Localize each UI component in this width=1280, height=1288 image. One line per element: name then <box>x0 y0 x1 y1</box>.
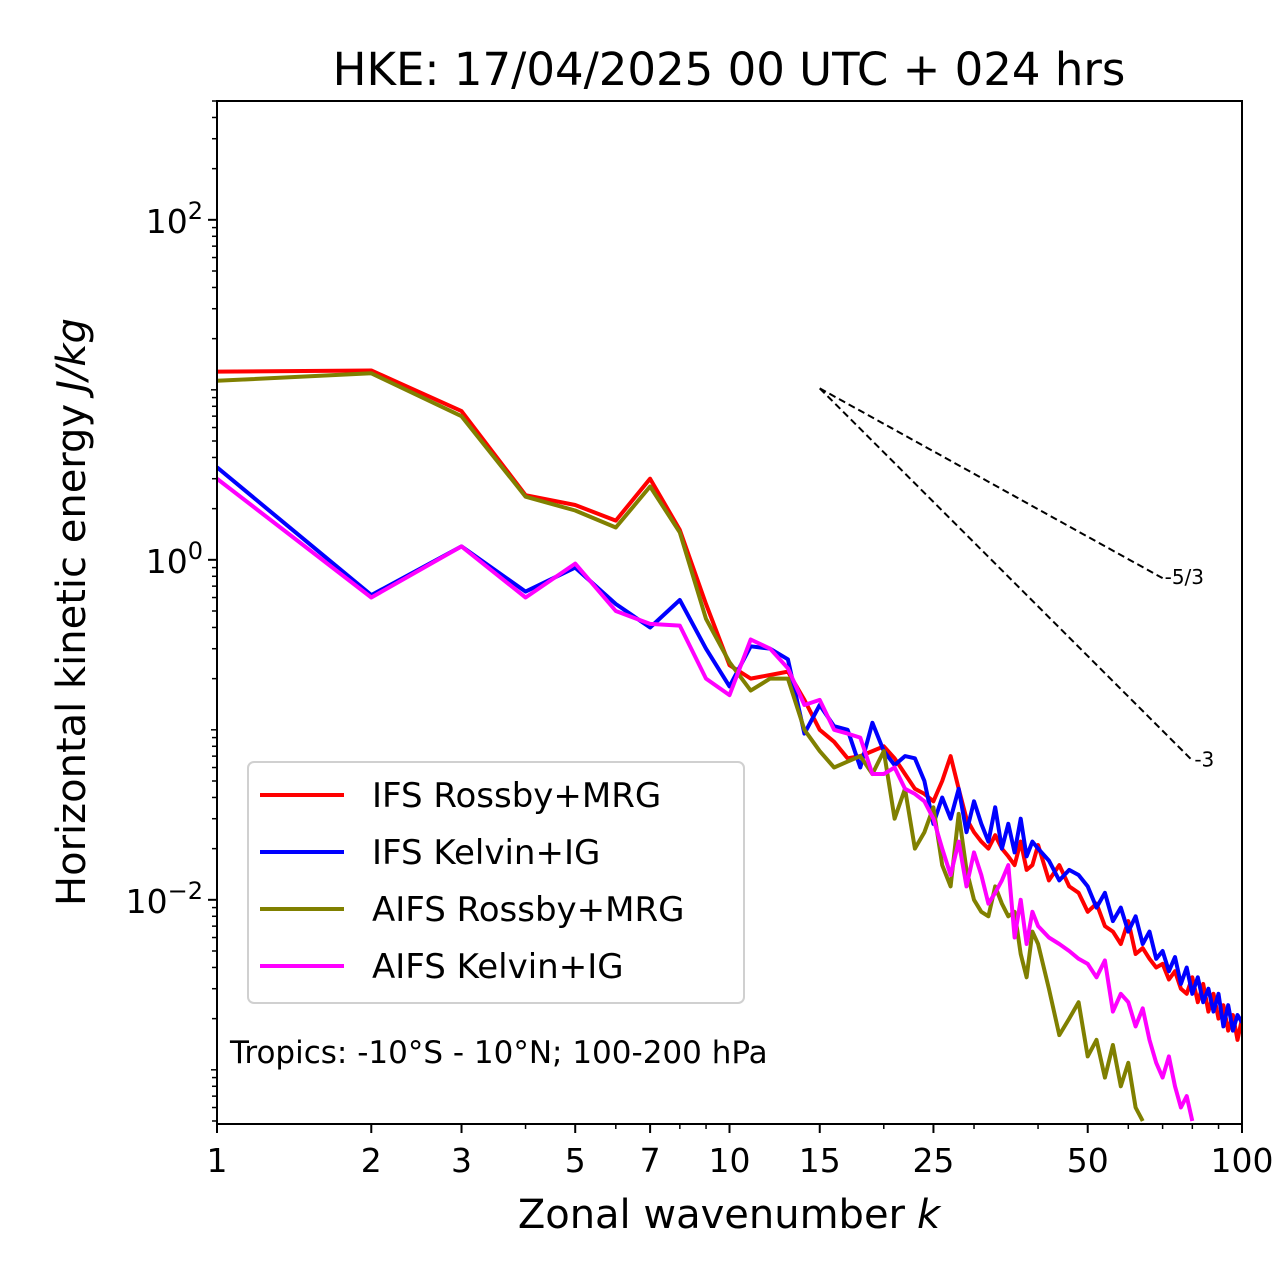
slope-label-0: -5/3 <box>1165 565 1204 589</box>
series-line-1 <box>217 465 1242 1033</box>
x-axis-label-text: Zonal wavenumber <box>518 1192 906 1238</box>
slope-line-1 <box>819 387 1194 762</box>
reference-slopes <box>819 387 1194 762</box>
x-tick-label: 10 <box>709 1141 751 1180</box>
x-tick-label: 7 <box>640 1141 661 1180</box>
y-axis-label-units: J/kg <box>49 318 95 399</box>
y-axis-label: Horizontal kinetic energy J/kg <box>49 318 95 906</box>
x-tick-label: 1 <box>207 1141 228 1180</box>
x-axis-ticks: 1 2 3 5 7 10 15 25 50 100 <box>207 1124 1274 1180</box>
region-annotation: Tropics: -10°S - 10°N; 100-200 hPa <box>229 1035 768 1071</box>
x-tick-label: 5 <box>565 1141 586 1180</box>
legend: IFS Rossby+MRG IFS Kelvin+IG AIFS Rossby+M… <box>247 761 745 1004</box>
y-tick-label: 102 <box>146 197 203 241</box>
slope-line-0 <box>819 387 1164 580</box>
slope-label-1: -3 <box>1194 747 1214 771</box>
y-tick-label: 10−2 <box>126 877 203 921</box>
y-axis-ticks: 10−2 100 102 <box>126 100 217 1122</box>
legend-label-2: AIFS Rossby+MRG <box>372 890 684 930</box>
series-line-2 <box>217 371 1145 1122</box>
chart-title: HKE: 17/04/2025 00 UTC + 024 hrs <box>333 43 1126 96</box>
legend-label-3: AIFS Kelvin+IG <box>372 947 624 987</box>
legend-box <box>247 761 745 1004</box>
series-line-3 <box>217 477 1195 1122</box>
x-tick-label: 100 <box>1211 1141 1274 1180</box>
legend-label-1: IFS Kelvin+IG <box>372 833 600 873</box>
x-tick-label: 25 <box>912 1141 954 1180</box>
x-tick-label: 2 <box>361 1141 382 1180</box>
y-axis-label-text: Horizontal kinetic energy <box>49 404 95 906</box>
legend-label-0: IFS Rossby+MRG <box>372 776 661 816</box>
x-tick-label: 3 <box>451 1141 472 1180</box>
x-tick-label: 50 <box>1067 1141 1109 1180</box>
x-tick-label: 15 <box>799 1141 841 1180</box>
series-lines <box>217 368 1242 1122</box>
series-line-0 <box>217 368 1242 1042</box>
y-tick-label: 100 <box>146 537 203 581</box>
x-axis-label-var: k <box>917 1192 942 1238</box>
x-axis-label: Zonal wavenumber k <box>518 1192 942 1238</box>
